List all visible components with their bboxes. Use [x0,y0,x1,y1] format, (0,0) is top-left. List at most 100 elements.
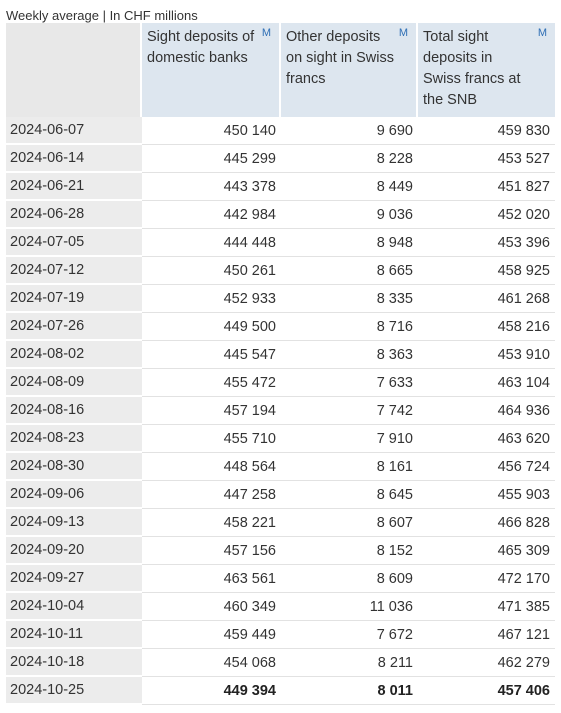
table-row: 2024-10-04 460 349 11 036 471 385 [6,593,555,621]
table-cell-value: 467 121 [418,621,555,649]
table-row: 2024-07-05 444 448 8 948 453 396 [6,229,555,257]
table-cell-value: 454 068 [142,649,281,677]
table-cell-value: 463 104 [418,369,555,397]
table-cell-value: 462 279 [418,649,555,677]
table-cell-value: 8 363 [281,341,418,369]
row-date: 2024-08-30 [6,453,142,481]
table-row: 2024-08-23 455 710 7 910 463 620 [6,425,555,453]
sight-deposits-table: Sight deposits of domestic banks M Other… [6,23,555,705]
table-cell-value: 460 349 [142,593,281,621]
row-date: 2024-06-14 [6,145,142,173]
table-cell-value: 8 152 [281,537,418,565]
metadata-badge[interactable]: M [398,27,408,39]
table-row: 2024-07-12 450 261 8 665 458 925 [6,257,555,285]
row-date: 2024-09-06 [6,481,142,509]
table-cell-value: 450 261 [142,257,281,285]
table-cell-value: 458 216 [418,313,555,341]
table-body: 2024-06-07 450 140 9 690 459 830 2024-06-14 4… [6,117,555,705]
row-date: 2024-10-11 [6,621,142,649]
table-cell-value: 455 472 [142,369,281,397]
table-cell-value: 11 036 [281,593,418,621]
row-date: 2024-09-13 [6,509,142,537]
row-date: 2024-09-27 [6,565,142,593]
row-date: 2024-08-09 [6,369,142,397]
table-cell-value: 8 161 [281,453,418,481]
table-cell-value: 464 936 [418,397,555,425]
row-date: 2024-07-26 [6,313,142,341]
column-header-label: Total sight deposits in Swiss francs at … [423,29,521,108]
table-cell-value: 457 156 [142,537,281,565]
table-row: 2024-08-09 455 472 7 633 463 104 [6,369,555,397]
table-cell-value: 458 221 [142,509,281,537]
table-cell-value: 8 665 [281,257,418,285]
table-cell-value: 8 609 [281,565,418,593]
table-cell-value: 445 547 [142,341,281,369]
table-cell-value: 451 827 [418,173,555,201]
table-row: 2024-07-19 452 933 8 335 461 268 [6,285,555,313]
table-cell-value: 443 378 [142,173,281,201]
table-cell-value: 445 299 [142,145,281,173]
table-row: 2024-06-07 450 140 9 690 459 830 [6,117,555,145]
metadata-badge[interactable]: M [261,27,271,39]
table-cell-value: 471 385 [418,593,555,621]
table-cell-value: 442 984 [142,201,281,229]
table-cell-value: 453 396 [418,229,555,257]
column-header-label: Other deposits on sight in Swiss francs [286,29,394,87]
row-date: 2024-08-23 [6,425,142,453]
column-header-domestic-banks: Sight deposits of domestic banks M [142,23,281,117]
table-cell-value: 7 742 [281,397,418,425]
table-cell-value: 8 211 [281,649,418,677]
table-cell-value: 8 228 [281,145,418,173]
table-row: 2024-08-02 445 547 8 363 453 910 [6,341,555,369]
table-cell-value: 457 406 [418,677,555,705]
table-cell-value: 8 335 [281,285,418,313]
row-date: 2024-08-02 [6,341,142,369]
table-cell-value: 7 672 [281,621,418,649]
table-cell-value: 461 268 [418,285,555,313]
row-date: 2024-10-04 [6,593,142,621]
metadata-badge[interactable]: M [537,27,547,39]
column-header-total-sight-deposits: Total sight deposits in Swiss francs at … [418,23,555,117]
table-row: 2024-10-18 454 068 8 211 462 279 [6,649,555,677]
table-cell-value: 456 724 [418,453,555,481]
table-cell-value: 9 690 [281,117,418,145]
row-date: 2024-07-12 [6,257,142,285]
table-cell-value: 452 020 [418,201,555,229]
column-header-other-deposits: Other deposits on sight in Swiss francs … [281,23,418,117]
table-cell-value: 449 394 [142,677,281,705]
table-cell-value: 463 561 [142,565,281,593]
table-row: 2024-06-14 445 299 8 228 453 527 [6,145,555,173]
row-date: 2024-09-20 [6,537,142,565]
table-cell-value: 455 903 [418,481,555,509]
table-cell-value: 453 910 [418,341,555,369]
table-cell-value: 8 011 [281,677,418,705]
table-row: 2024-09-20 457 156 8 152 465 309 [6,537,555,565]
column-header-label: Sight deposits of domestic banks [147,29,255,66]
row-date: 2024-10-25 [6,677,142,705]
row-date: 2024-10-18 [6,649,142,677]
table-cell-value: 455 710 [142,425,281,453]
table-cell-value: 447 258 [142,481,281,509]
table-cell-value: 8 716 [281,313,418,341]
table-cell-value: 450 140 [142,117,281,145]
table-cell-value: 459 830 [418,117,555,145]
table-row: 2024-08-30 448 564 8 161 456 724 [6,453,555,481]
table-cell-value: 457 194 [142,397,281,425]
table-row: 2024-08-16 457 194 7 742 464 936 [6,397,555,425]
row-date: 2024-07-19 [6,285,142,313]
table-row: 2024-06-21 443 378 8 449 451 827 [6,173,555,201]
row-date: 2024-07-05 [6,229,142,257]
table-cell-value: 7 910 [281,425,418,453]
table-cell-value: 453 527 [418,145,555,173]
table-cell-value: 7 633 [281,369,418,397]
table-row: 2024-10-11 459 449 7 672 467 121 [6,621,555,649]
table-cell-value: 448 564 [142,453,281,481]
row-date: 2024-08-16 [6,397,142,425]
table-caption: Weekly average | In CHF millions [6,8,198,23]
table-row: 2024-09-13 458 221 8 607 466 828 [6,509,555,537]
table-cell-value: 466 828 [418,509,555,537]
table-cell-value: 444 448 [142,229,281,257]
table-row: 2024-10-25 449 394 8 011 457 406 [6,677,555,705]
table-row: 2024-06-28 442 984 9 036 452 020 [6,201,555,229]
corner-cell [6,23,142,117]
